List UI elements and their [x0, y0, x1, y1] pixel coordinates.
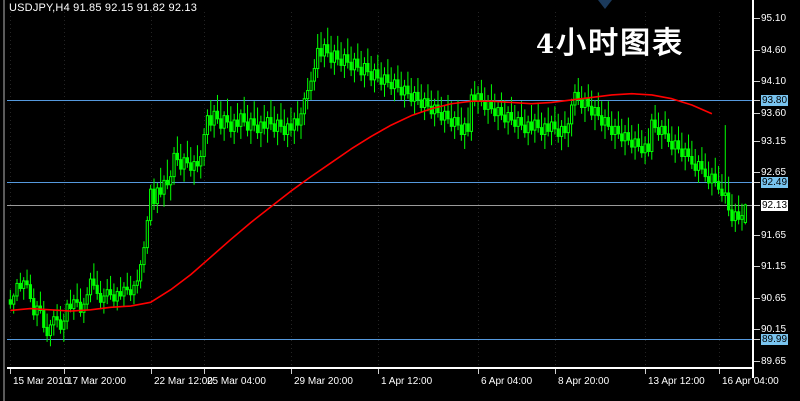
price-tick	[754, 329, 760, 330]
price-label: 94.60	[761, 45, 787, 56]
time-label: 15 Mar 2010	[13, 376, 70, 387]
annotation-number: 4	[536, 30, 557, 60]
price-label: 94.10	[761, 76, 787, 87]
current-price-tag: 92.13	[761, 200, 789, 211]
price-tick	[754, 235, 760, 236]
price-tick	[754, 81, 760, 82]
time-label: 29 Mar 20:00	[294, 376, 353, 387]
price-tick	[754, 205, 760, 206]
time-label: 6 Apr 04:00	[481, 376, 533, 387]
price-label: 93.15	[761, 136, 787, 147]
down-arrow-marker-icon	[598, 0, 612, 9]
price-tick	[754, 141, 760, 142]
price-tick	[754, 113, 760, 114]
time-tick	[719, 369, 720, 374]
scroll-gutter[interactable]	[3, 0, 5, 401]
time-tick	[645, 369, 646, 374]
price-label: 91.65	[761, 230, 787, 241]
time-tick	[478, 369, 479, 374]
price-tick	[754, 298, 760, 299]
time-scale[interactable]: 15 Mar 2010 17 Mar 20:00 22 Mar 12:00 25 Ma…	[7, 367, 779, 401]
chart-plot-area[interactable]	[7, 12, 752, 367]
time-scale-axis-line	[7, 367, 752, 369]
current-price-tag: 92.49	[761, 177, 789, 188]
price-label: 90.65	[761, 293, 787, 304]
price-label: 95.10	[761, 13, 787, 24]
current-price-tag: 89.99	[761, 334, 789, 345]
time-tick	[151, 369, 152, 374]
time-tick	[378, 369, 379, 374]
price-label: 91.15	[761, 261, 787, 272]
symbol-title: USDJPY,H4 91.85 92.15 91.82 92.13	[9, 2, 198, 14]
chart-annotation: 4小时图表	[536, 18, 684, 62]
time-label: 1 Apr 12:00	[381, 376, 433, 387]
chart-canvas	[7, 12, 752, 367]
price-label: 92.65	[761, 167, 787, 178]
annotation-text: 小时图表	[556, 26, 685, 61]
price-tick	[754, 100, 760, 101]
price-label: 90.15	[761, 324, 787, 335]
time-label: 16 Apr 04:00	[722, 376, 779, 387]
price-tick	[754, 182, 760, 183]
price-tick	[754, 339, 760, 340]
price-tick	[754, 172, 760, 173]
time-tick	[555, 369, 556, 374]
time-tick	[10, 369, 11, 374]
current-price-tag: 93.80	[761, 95, 789, 106]
time-tick	[291, 369, 292, 374]
time-label: 8 Apr 20:00	[558, 376, 610, 387]
time-label: 17 Mar 20:00	[67, 376, 126, 387]
price-tick	[754, 266, 760, 267]
time-label: 25 Mar 04:00	[207, 376, 266, 387]
price-tick	[754, 18, 760, 19]
window-left-border	[0, 0, 7, 401]
time-label: 22 Mar 12:00	[154, 376, 213, 387]
price-tick	[754, 50, 760, 51]
price-label: 93.60	[761, 108, 787, 119]
price-scale[interactable]: 95.10 94.60 94.10 93.80 93.60 93.15 92.65 92.49…	[752, 0, 800, 378]
price-label: 89.65	[761, 356, 787, 367]
time-tick	[64, 369, 65, 374]
time-label: 13 Apr 12:00	[648, 376, 705, 387]
time-tick	[204, 369, 205, 374]
price-tick	[754, 361, 760, 362]
price-scale-axis-line	[752, 0, 754, 378]
